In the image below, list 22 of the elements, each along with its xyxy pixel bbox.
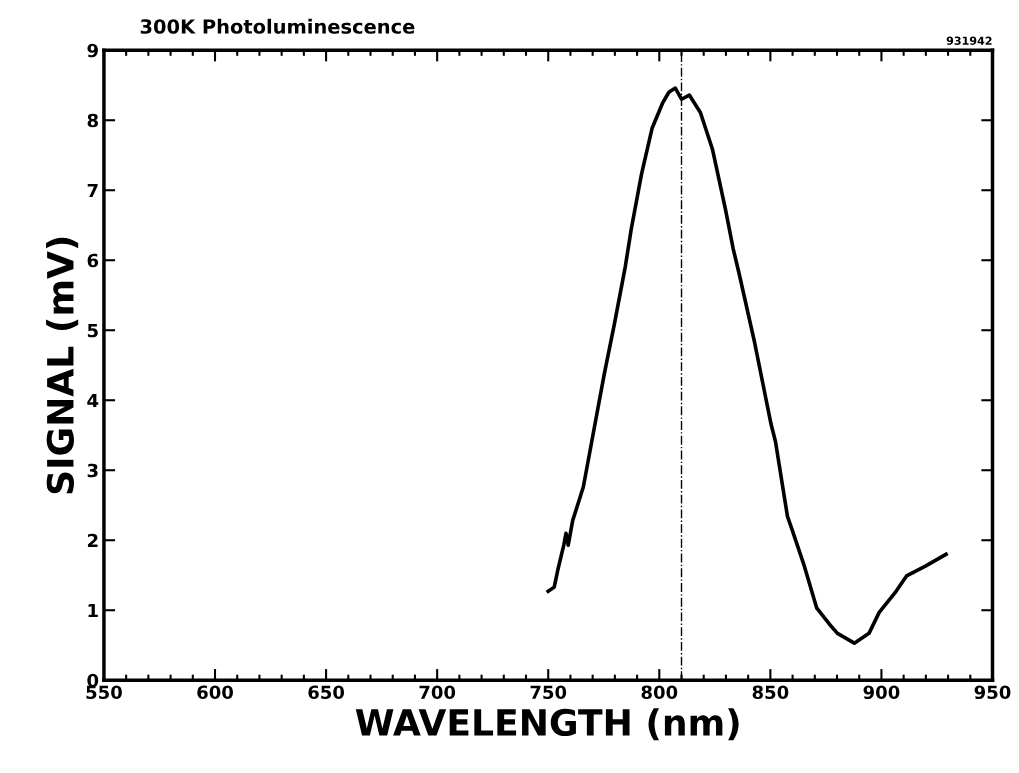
x-tick-label: 550 xyxy=(86,685,122,700)
x-tick-label: 900 xyxy=(863,685,900,700)
chart-title: 300K Photoluminescence xyxy=(140,18,415,34)
y-tick-label: 2 xyxy=(87,533,98,548)
y-tick-label: 5 xyxy=(87,323,98,338)
x-tick-label: 950 xyxy=(974,685,1011,700)
y-axis-title: SIGNAL (mV) xyxy=(46,237,79,494)
x-tick-label: 600 xyxy=(197,685,233,700)
y-tick-label: 6 xyxy=(87,253,99,268)
y-tick-label: 1 xyxy=(88,603,98,618)
x-tick-label: 650 xyxy=(308,685,345,700)
y-tick-label: 7 xyxy=(87,183,98,198)
y-tick-label: 4 xyxy=(87,393,99,408)
y-tick-label: 8 xyxy=(87,113,98,128)
y-tick-label: 3 xyxy=(87,463,98,478)
x-tick-label: 750 xyxy=(530,685,567,700)
x-tick-label: 700 xyxy=(419,685,456,700)
text: 931942 xyxy=(946,36,992,45)
x-axis-title: WAVELENGTH (nm) xyxy=(355,708,739,741)
x-tick-label: 850 xyxy=(752,685,789,700)
y-tick-label: 9 xyxy=(87,43,98,58)
x-tick-label: 800 xyxy=(641,685,678,700)
